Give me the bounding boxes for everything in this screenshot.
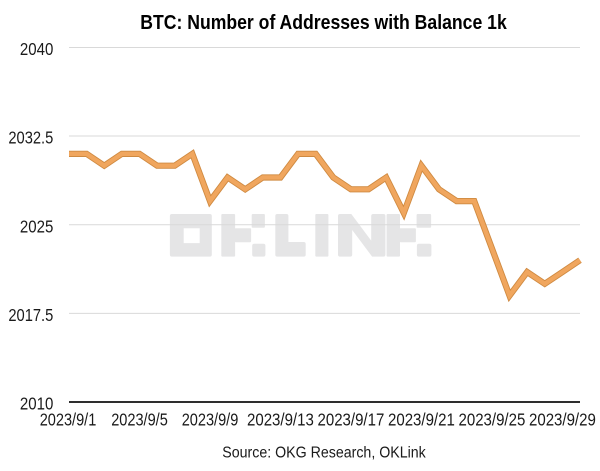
svg-text:2023/9/25: 2023/9/25 — [459, 410, 526, 430]
svg-text:2010: 2010 — [20, 394, 53, 414]
svg-text:2023/9/9: 2023/9/9 — [182, 410, 239, 430]
svg-text:BTC: Number of Addresses with: BTC: Number of Addresses with Balance 1k — [140, 11, 507, 34]
svg-text:2023/9/1: 2023/9/1 — [40, 410, 97, 430]
svg-text:2040: 2040 — [20, 39, 53, 59]
svg-text:2017.5: 2017.5 — [8, 305, 53, 325]
svg-text:2023/9/5: 2023/9/5 — [111, 410, 168, 430]
svg-text:Source: OKG Research, OKLink: Source: OKG Research, OKLink — [222, 445, 426, 462]
svg-text:2023/9/29: 2023/9/29 — [529, 410, 596, 430]
svg-text:2023/9/13: 2023/9/13 — [247, 410, 314, 430]
svg-text:2025: 2025 — [20, 216, 53, 236]
svg-text:2032.5: 2032.5 — [8, 128, 53, 148]
svg-text:2023/9/17: 2023/9/17 — [318, 410, 385, 430]
svg-text:2023/9/21: 2023/9/21 — [388, 410, 455, 430]
